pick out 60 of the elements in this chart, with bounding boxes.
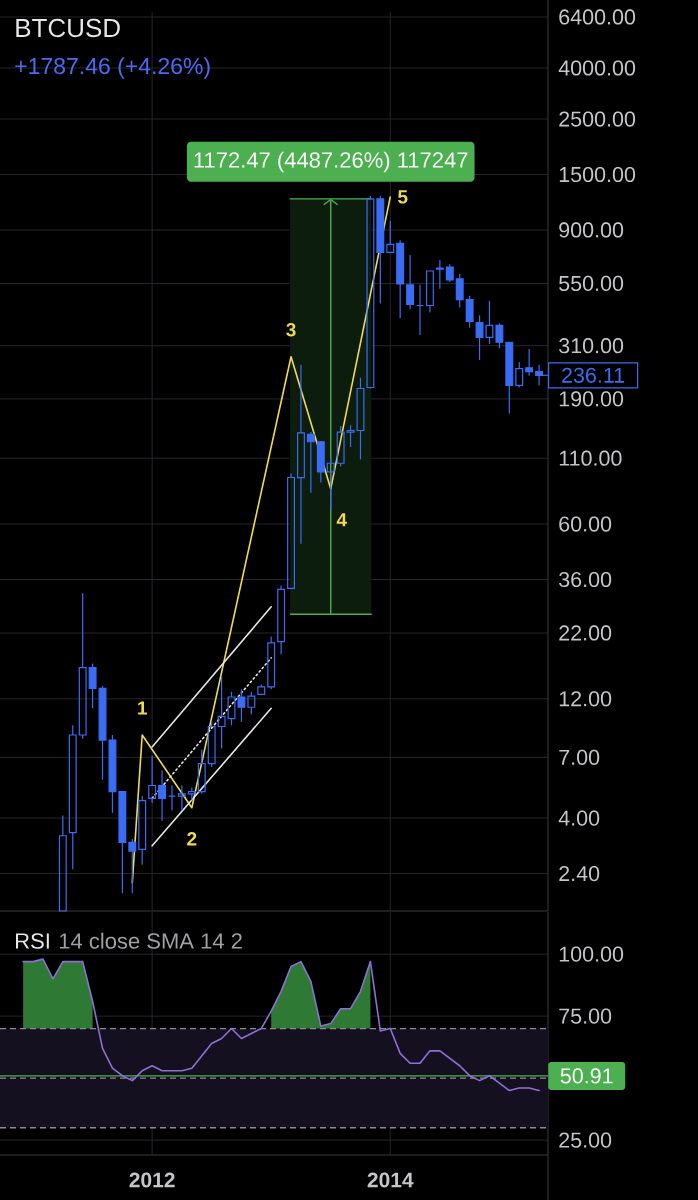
candlestick — [515, 361, 524, 389]
y-tick-label: 2500.00 — [559, 111, 636, 127]
candlestick — [326, 456, 335, 512]
y-tick-label: 12.00 — [559, 691, 612, 707]
y-tick-label: 2.40 — [559, 865, 600, 882]
y-tick-label: 22.00 — [559, 625, 612, 641]
y-tick-label: 60.00 — [559, 516, 612, 532]
candlestick — [267, 635, 276, 690]
candlestick — [207, 720, 216, 768]
y-tick-label: 6400.00 — [559, 9, 636, 25]
candlestick — [435, 259, 444, 290]
candlestick — [177, 784, 186, 811]
y-tick-label: 7.00 — [559, 749, 600, 765]
y-tick-label: 310.00 — [559, 338, 624, 354]
candlestick — [425, 270, 434, 314]
y-tick-label: 25.00 — [559, 1132, 612, 1148]
ref-line-label: 50.91 — [560, 1068, 613, 1084]
y-tick-label: 900.00 — [559, 222, 624, 238]
candlestick — [386, 220, 395, 253]
y-tick-label: 100.00 — [559, 946, 624, 962]
text: 14 close SMA 14 2 — [59, 932, 242, 949]
annotation: 5 — [398, 190, 408, 204]
candlestick — [68, 724, 77, 870]
candlestick — [158, 769, 167, 822]
candlestick — [138, 795, 147, 866]
candlestick — [366, 195, 375, 390]
candlestick — [277, 584, 286, 655]
candlestick — [336, 425, 345, 468]
y-tick-label: 4.00 — [558, 810, 600, 826]
text: 236.11 — [562, 367, 625, 383]
x-tick-label: 2012 — [129, 1172, 175, 1188]
candlestick — [78, 592, 87, 740]
candlestick — [257, 683, 266, 696]
y-tick-label: 190.00 — [559, 391, 624, 407]
candlestick — [296, 364, 305, 545]
x-tick-label: 2014 — [367, 1172, 414, 1188]
y-tick-label: 4000.00 — [558, 60, 636, 76]
y-tick-label: 36.00 — [559, 571, 612, 588]
text: +1787.46 (+4.26%) — [15, 57, 210, 79]
candlestick — [287, 472, 296, 590]
y-tick-label: 110.00 — [559, 450, 622, 466]
candlestick — [197, 749, 206, 795]
candlestick — [406, 254, 415, 311]
annotation: 1 — [138, 701, 147, 715]
y-tick-label: 1500.00 — [559, 166, 636, 183]
annotation: 3 — [286, 323, 296, 337]
chart-title: BTCUSD — [16, 18, 120, 38]
data-label: 1172.47 (4487.26%) 117247 — [194, 151, 468, 173]
annotation: 2 — [187, 832, 197, 846]
annotation: 4 — [336, 513, 347, 527]
candlestick — [247, 691, 256, 715]
candlestick — [306, 431, 315, 494]
y-tick-label: 550.00 — [559, 275, 624, 292]
text: RSI — [16, 933, 49, 949]
candlestick — [416, 284, 424, 336]
candlestick — [168, 784, 176, 811]
candlestick — [187, 786, 196, 802]
candlestick — [58, 814, 67, 912]
y-tick-label: 75.00 — [559, 1008, 612, 1024]
candlestick — [148, 755, 157, 804]
